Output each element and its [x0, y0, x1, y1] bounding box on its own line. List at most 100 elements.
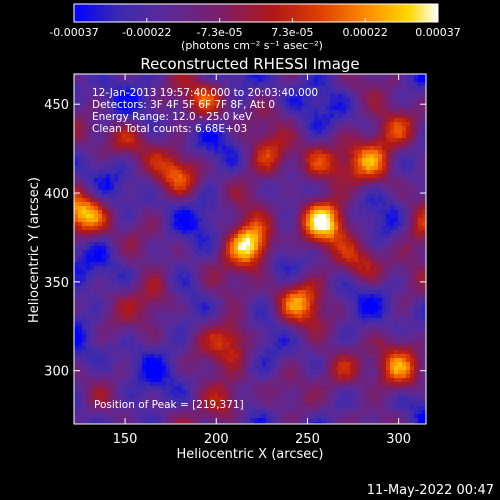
heatmap-cell	[350, 134, 355, 139]
heatmap-cell	[250, 246, 255, 251]
heatmap-cell	[262, 146, 267, 151]
heatmap-cell	[214, 142, 219, 147]
heatmap-cell	[138, 90, 143, 95]
heatmap-cell	[134, 274, 139, 279]
heatmap-cell	[214, 298, 219, 303]
heatmap-cell	[294, 190, 299, 195]
heatmap-cell	[254, 158, 259, 163]
heatmap-cell	[194, 266, 199, 271]
heatmap-cell	[210, 238, 215, 243]
heatmap-cell	[350, 242, 355, 247]
heatmap-cell	[290, 182, 295, 187]
heatmap-cell	[318, 158, 323, 163]
heatmap-cell	[214, 138, 219, 143]
heatmap-cell	[226, 286, 231, 291]
heatmap-cell	[234, 182, 239, 187]
heatmap-cell	[350, 254, 355, 259]
heatmap-cell	[306, 98, 311, 103]
heatmap-cell	[358, 282, 363, 287]
heatmap-cell	[418, 118, 423, 123]
heatmap-cell	[174, 266, 179, 271]
heatmap-cell	[198, 262, 203, 267]
heatmap-cell	[246, 122, 251, 127]
heatmap-cell	[222, 122, 227, 127]
heatmap-cell	[394, 206, 399, 211]
heatmap-cell	[390, 130, 395, 135]
heatmap-cell	[298, 250, 303, 255]
heatmap-cell	[218, 266, 223, 271]
heatmap-cell	[390, 138, 395, 143]
heatmap-cell	[154, 162, 159, 167]
heatmap-cell	[202, 254, 207, 259]
heatmap-cell	[178, 162, 183, 167]
heatmap-cell	[278, 214, 283, 219]
heatmap-cell	[274, 194, 279, 199]
heatmap-cell	[182, 106, 187, 111]
heatmap-cell	[246, 198, 251, 203]
heatmap-cell	[254, 282, 259, 287]
heatmap-cell	[102, 154, 107, 159]
heatmap-cell	[318, 122, 323, 127]
heatmap-cell	[154, 222, 159, 227]
heatmap-cell	[338, 114, 343, 119]
heatmap-cell	[282, 90, 287, 95]
heatmap-cell	[166, 138, 171, 143]
heatmap-cell	[342, 106, 347, 111]
heatmap-cell	[166, 114, 171, 119]
heatmap-cell	[290, 114, 295, 119]
heatmap-cell	[98, 134, 103, 139]
heatmap-cell	[178, 266, 183, 271]
heatmap-cell	[422, 162, 426, 167]
heatmap-cell	[318, 238, 323, 243]
heatmap-cell	[238, 194, 243, 199]
heatmap-cell	[90, 166, 95, 171]
heatmap-cell	[154, 82, 159, 87]
heatmap-cell	[182, 190, 187, 195]
heatmap-cell	[326, 166, 331, 171]
heatmap-cell	[226, 110, 231, 115]
heatmap-cell	[262, 234, 267, 239]
heatmap-cell	[294, 178, 299, 183]
heatmap-cell	[278, 274, 283, 279]
heatmap-cell	[266, 198, 271, 203]
heatmap-cell	[382, 118, 387, 123]
heatmap-cell	[142, 190, 147, 195]
heatmap-cell	[374, 282, 379, 287]
heatmap-cell	[234, 294, 239, 299]
heatmap-cell	[122, 254, 127, 259]
heatmap-cell	[262, 102, 267, 107]
heatmap-cell	[206, 130, 211, 135]
heatmap-cell	[266, 126, 271, 131]
heatmap-cell	[326, 98, 331, 103]
heatmap-cell	[122, 182, 127, 187]
heatmap-cell	[142, 94, 147, 99]
heatmap-cell	[194, 118, 199, 123]
heatmap-cell	[406, 102, 411, 107]
heatmap-cell	[158, 194, 163, 199]
heatmap-cell	[250, 146, 255, 151]
heatmap-cell	[86, 298, 91, 303]
heatmap-cell	[178, 82, 183, 87]
heatmap-cell	[190, 154, 195, 159]
heatmap-cell	[226, 90, 231, 95]
heatmap-cell	[314, 134, 319, 139]
heatmap-cell	[390, 294, 395, 299]
heatmap-cell	[266, 138, 271, 143]
heatmap-cell	[342, 286, 347, 291]
heatmap-cell	[370, 282, 375, 287]
heatmap-cell	[158, 278, 163, 283]
heatmap-cell	[258, 202, 263, 207]
heatmap-cell	[310, 230, 315, 235]
heatmap-cell	[290, 218, 295, 223]
heatmap-cell	[318, 146, 323, 151]
heatmap-cell	[90, 126, 95, 131]
heatmap-cell	[394, 246, 399, 251]
heatmap-cell	[194, 146, 199, 151]
heatmap-cell	[178, 210, 183, 215]
heatmap-cell	[162, 238, 167, 243]
heatmap-cell	[182, 242, 187, 247]
heatmap-cell	[106, 242, 111, 247]
heatmap-cell	[90, 154, 95, 159]
heatmap-cell	[178, 234, 183, 239]
heatmap-cell	[282, 198, 287, 203]
